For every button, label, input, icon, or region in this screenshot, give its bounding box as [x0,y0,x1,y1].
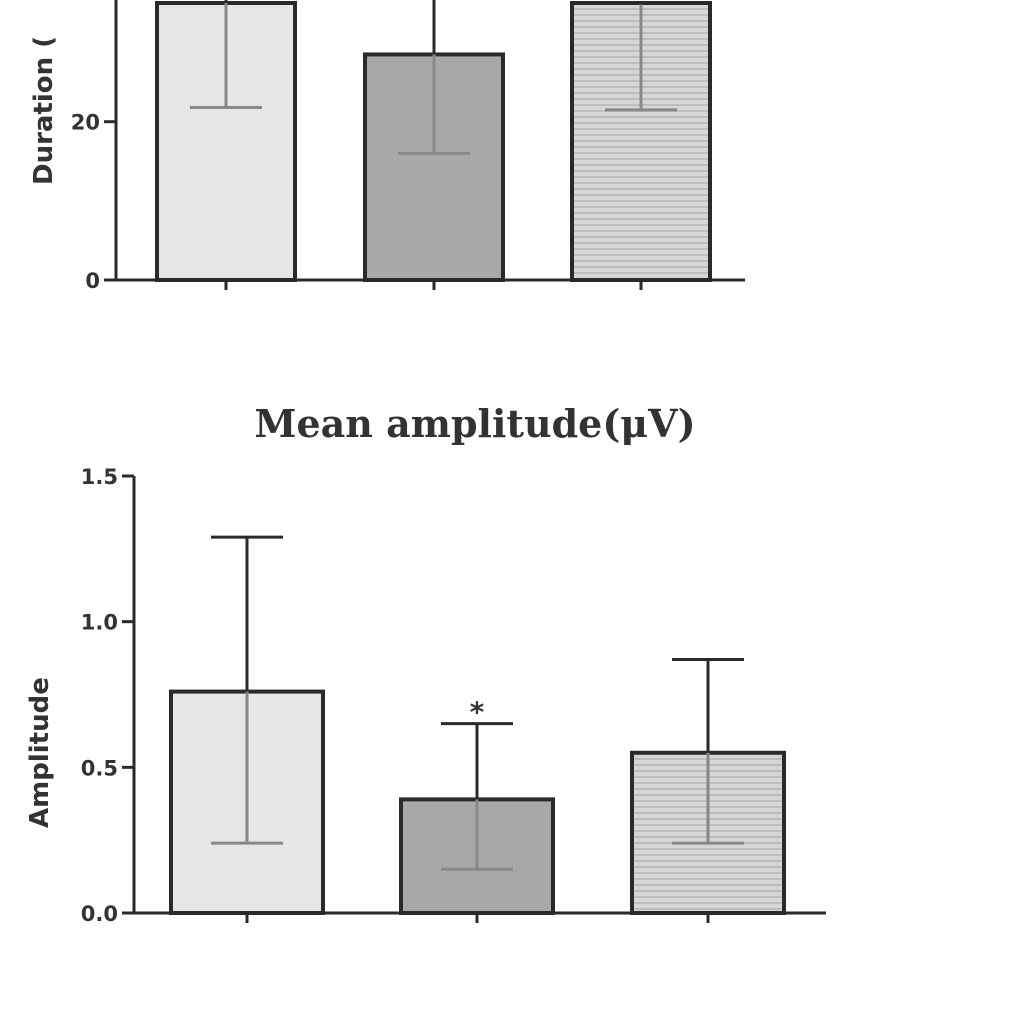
duration-y-tick-label-2: 20 [71,111,100,135]
amplitude-axes: 0.0 0.5 1.0 1.5 [81,465,826,926]
amplitude-chart-title: Mean amplitude(μV) [254,401,695,446]
duration-y-axis-label: Duration ( [29,36,59,185]
amplitude-y-tick-label-4: 1.5 [81,465,118,489]
amplitude-error-bars: * [211,535,744,871]
duration-chart: Duration ( 0 20 [29,0,745,293]
amplitude-y-tick-label-3: 1.0 [81,611,118,635]
duration-y-tick-label-1: 0 [85,269,100,293]
amplitude-significance-mark-2: * [470,696,485,729]
amplitude-chart: Mean amplitude(μV) Amplitude * 0.0 0.5 1.0… [25,401,826,926]
amplitude-y-axis-label: Amplitude [25,677,55,828]
duration-axes: 0 20 [71,0,745,293]
amplitude-y-tick-label-1: 0.0 [81,902,118,926]
amplitude-y-tick-label-2: 0.5 [81,756,118,780]
duration-error-bars [190,0,677,155]
